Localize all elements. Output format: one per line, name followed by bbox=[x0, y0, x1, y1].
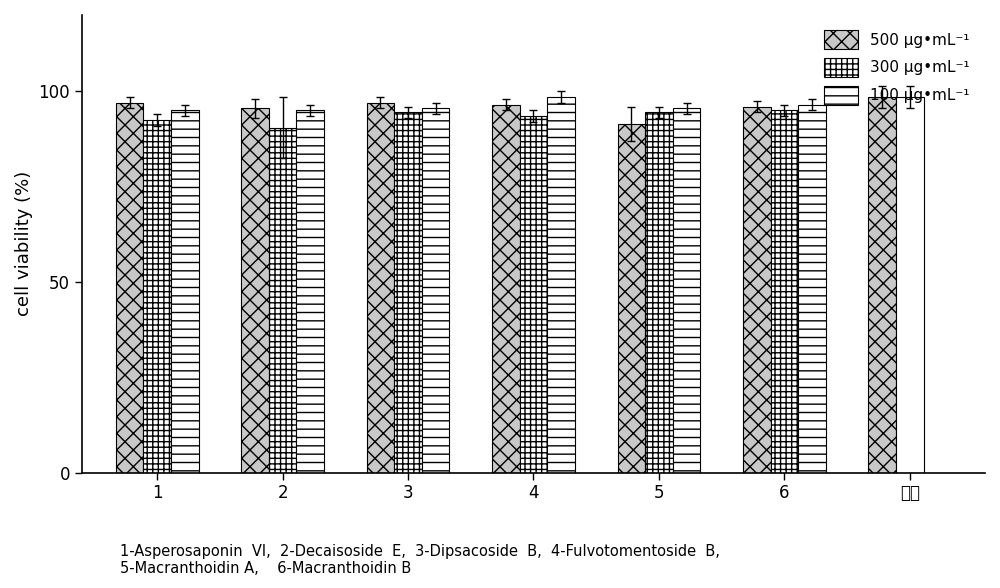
Bar bbox=[743, 106, 771, 473]
Bar bbox=[771, 111, 798, 473]
Bar bbox=[798, 105, 826, 473]
Bar bbox=[618, 123, 645, 473]
Bar bbox=[422, 108, 449, 473]
Bar bbox=[547, 97, 575, 473]
Bar bbox=[868, 97, 896, 473]
Bar bbox=[143, 120, 171, 473]
Legend: 500 μg•mL⁻¹, 300 μg•mL⁻¹, 100 μg•mL⁻¹: 500 μg•mL⁻¹, 300 μg•mL⁻¹, 100 μg•mL⁻¹ bbox=[817, 23, 977, 112]
Bar bbox=[896, 97, 924, 473]
Bar bbox=[520, 116, 547, 473]
Bar bbox=[116, 103, 143, 473]
Bar bbox=[269, 128, 296, 473]
Bar bbox=[645, 112, 673, 473]
Bar bbox=[673, 108, 700, 473]
Text: 1-Asperosaponin  VI,  2-Decaisoside  E,  3-Dipsacoside  B,  4-Fulvotomentoside  : 1-Asperosaponin VI, 2-Decaisoside E, 3-D… bbox=[120, 544, 720, 576]
Bar bbox=[394, 112, 422, 473]
Bar bbox=[296, 111, 324, 473]
Bar bbox=[171, 111, 199, 473]
Bar bbox=[367, 103, 394, 473]
Bar bbox=[241, 108, 269, 473]
Y-axis label: cell viability (%): cell viability (%) bbox=[15, 171, 33, 316]
Bar bbox=[492, 105, 520, 473]
